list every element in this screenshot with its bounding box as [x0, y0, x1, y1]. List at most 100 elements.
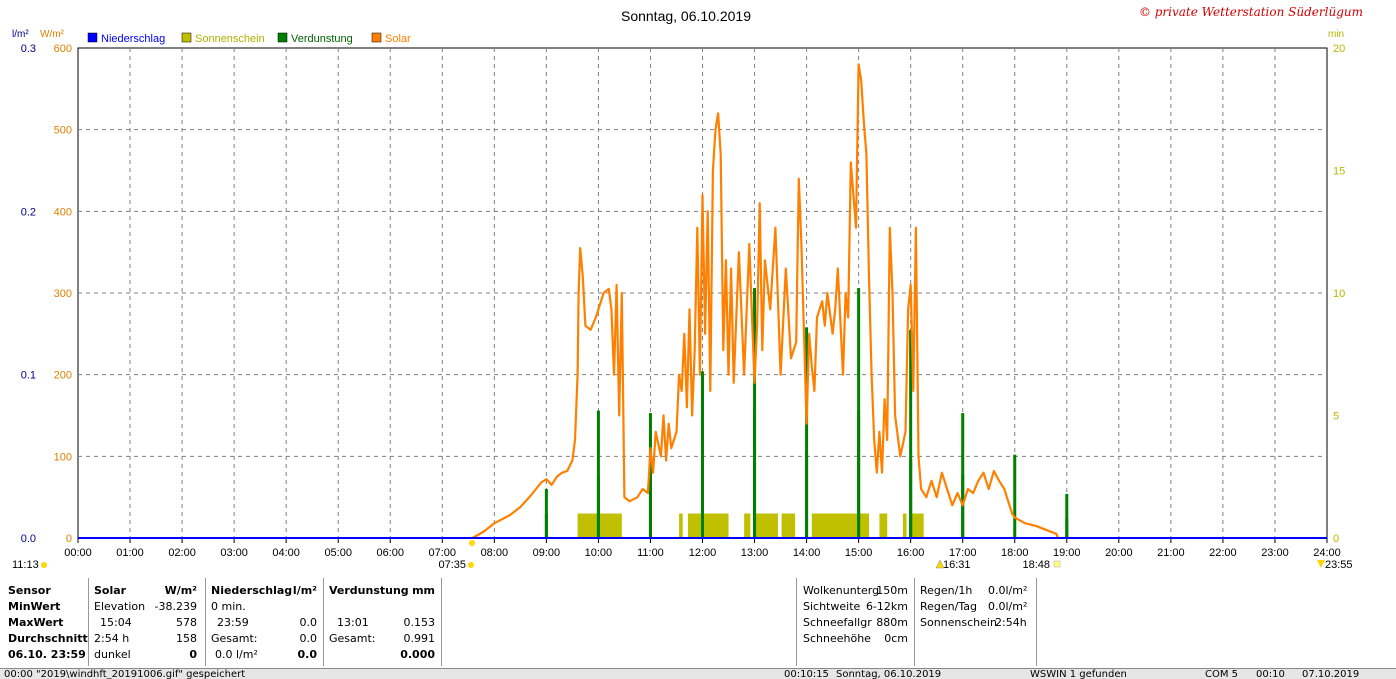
solar-r0-val: -38.239 [154, 600, 197, 613]
x-tick-label: 20:00 [1105, 547, 1133, 559]
x-tick-label: 12:00 [689, 547, 717, 559]
evap-bar [1013, 454, 1017, 538]
chart-title: Sonntag, 06.10.2019 [621, 8, 751, 24]
x-tick-label: 18:00 [1001, 547, 1029, 559]
evap-r1-label: 13:01 [337, 616, 369, 629]
solar-r1-label: 15:04 [100, 616, 132, 629]
sunshine-bar [781, 513, 796, 538]
y-solar-tick-label: 0 [66, 533, 72, 545]
status-wswin: WSWIN 1 gefunden [1030, 669, 1127, 679]
legend-label: Solar [385, 33, 411, 45]
x-tick-label: 02:00 [168, 547, 196, 559]
legend-label: Sonnenschein [195, 33, 265, 45]
x-tick-label: 22:00 [1209, 547, 1237, 559]
evap-bar [648, 413, 652, 538]
x-tick-label: 11:00 [637, 547, 664, 559]
x-tick-label: 23:00 [1261, 547, 1289, 559]
right-time-label: 23:55 [1325, 559, 1353, 571]
stats-evap: Verdunstung mm 13:01 0.153 Gesamt: 0.991… [323, 578, 442, 666]
precip-r2-val: 0.0 [299, 632, 318, 645]
x-tick-label: 13:00 [741, 547, 769, 559]
sun-unit-label: min [1328, 29, 1344, 40]
y-precip-tick-label: 0.2 [21, 206, 36, 218]
weather-r0-val: 150m [876, 584, 908, 597]
sunshine-bar [879, 513, 888, 538]
precip-r3-val: 0.0 [297, 648, 318, 661]
legend-label: Niederschlag [101, 33, 165, 45]
evap-r2-val: 0.991 [403, 632, 436, 645]
stats-label-min: MinWert [8, 600, 61, 613]
rain-r1-val: 0.0l/m² [988, 600, 1028, 613]
y-precip-tick-label: 0.0 [21, 533, 36, 545]
y-sun-tick-label: 0 [1333, 533, 1339, 545]
stats-solar: Solar W/m² Elevation -38.239 15:04 578 2… [88, 578, 206, 666]
evap-bar [701, 371, 704, 538]
status-message: 00:00 "2019\windhft_20191006.gif" gespei… [4, 669, 246, 679]
left-time-label: 11:13 [12, 559, 39, 571]
solar-line [471, 63, 1059, 539]
legend-swatch [181, 32, 192, 43]
weather-r1-label: Sichtweite [803, 600, 861, 613]
weather-r3-val: 0cm [884, 632, 908, 645]
sunrise-marker-icon [468, 562, 474, 568]
legend-swatch [87, 32, 98, 43]
stats-label-sensor: Sensor [8, 584, 51, 597]
x-tick-label: 24:00 [1313, 547, 1341, 559]
y-solar-tick-label: 600 [54, 43, 72, 55]
solar-r3-label: dunkel [94, 648, 131, 661]
stats-labels: Sensor MinWert MaxWert Durchschnitt 06.1… [0, 578, 89, 666]
solar-r2-val: 158 [176, 632, 197, 645]
y-solar-tick-label: 300 [54, 288, 72, 300]
weather-r2-label: Schneefallgr [803, 616, 872, 629]
status-date: Sonntag, 06.10.2019 [836, 669, 942, 679]
x-tick-label: 10:00 [585, 547, 613, 559]
x-tick-label: 19:00 [1053, 547, 1081, 559]
y-solar-tick-label: 200 [54, 370, 72, 382]
sunshine-bar [753, 513, 778, 538]
evap-r3-val: 0.000 [400, 648, 435, 661]
x-tick-label: 15:00 [845, 547, 873, 559]
stats-precip: Niederschlag l/m² 0 min. 23:59 0.0 Gesam… [205, 578, 324, 666]
solar-unit-label: W/m² [40, 29, 65, 40]
evap-bar [648, 476, 652, 538]
legend-swatch [371, 32, 382, 43]
weather-r3-label: Schneehöhe [803, 632, 871, 645]
rain-r0-val: 0.0l/m² [988, 584, 1028, 597]
solar-r3-val: 0 [189, 648, 197, 661]
rain-r0-label: Regen/1h [920, 584, 973, 597]
evap-r2-label: Gesamt: [329, 632, 376, 645]
x-tick-label: 08:00 [481, 547, 509, 559]
precip-r3-label: 0.0 l/m² [215, 648, 258, 661]
y-sun-tick-label: 15 [1333, 166, 1345, 178]
y-sun-tick-label: 10 [1333, 288, 1345, 300]
x-tick-label: 16:00 [897, 547, 925, 559]
solar-r0-label: Elevation [94, 600, 146, 613]
evap-unit: mm [412, 584, 435, 597]
precip-r0-label: 0 min. [211, 600, 246, 613]
status-bar: 00:00 "2019\windhft_20191006.gif" gespei… [0, 668, 1396, 679]
x-tick-label: 21:00 [1157, 547, 1185, 559]
y-solar-tick-label: 500 [54, 125, 72, 137]
y-sun-tick-label: 5 [1333, 411, 1339, 423]
precip-header: Niederschlag [211, 584, 293, 597]
evap-header: Verdunstung [329, 584, 409, 597]
precip-unit-label: l/m² [12, 29, 29, 40]
rain-r2-val: 2:54h [995, 616, 1027, 629]
stats-label-date: 06.10. 23:59 [8, 648, 86, 661]
evap-bar [805, 327, 809, 538]
rain-r2-label: Sonnenschein [920, 616, 997, 629]
y-solar-tick-label: 400 [54, 206, 72, 218]
x-tick-label: 01:00 [116, 547, 144, 559]
evap-r1-val: 0.153 [403, 616, 436, 629]
sunrise-label: 07:35 [438, 559, 466, 571]
sunset-label-2: 18:48 [1022, 559, 1050, 571]
weather-r1-val: 6-12km [865, 600, 908, 613]
x-tick-label: 07:00 [429, 547, 457, 559]
evap-bar [1065, 493, 1069, 538]
x-tick-label: 03:00 [220, 547, 248, 559]
precip-unit: l/m² [292, 584, 317, 597]
sunset-marker-icon [1053, 560, 1061, 568]
precip-r1-val: 0.0 [299, 616, 318, 629]
weather-r2-val: 880m [876, 616, 908, 629]
status-port: COM 5 [1205, 669, 1239, 679]
